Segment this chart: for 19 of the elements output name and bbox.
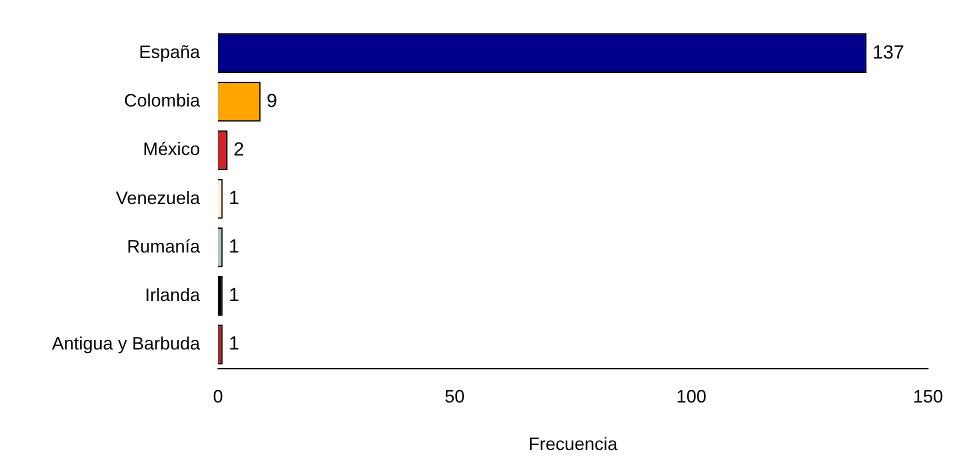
x-tick-label: 100 — [676, 386, 706, 407]
x-tick-label: 150 — [912, 386, 944, 407]
y-tick-label: Antigua y Barbuda — [52, 333, 201, 354]
y-tick-label: Colombia — [124, 90, 201, 111]
data-label: 1 — [228, 236, 240, 258]
y-tick-label: Rumanía — [126, 236, 201, 256]
data-label: 1 — [228, 188, 240, 210]
y-tick-label: Irlanda — [144, 284, 201, 305]
data-label: 137 — [872, 42, 904, 64]
x-axis-title: Frecuencia — [528, 434, 618, 454]
y-tick-label: España — [138, 42, 201, 62]
y-tick-label: México — [142, 139, 200, 160]
data-label: 1 — [228, 285, 240, 306]
y-tick-label: Venezuela — [116, 188, 201, 208]
x-tick-label: 0 — [212, 386, 224, 407]
data-label: 9 — [266, 90, 278, 112]
data-label: 2 — [233, 139, 244, 160]
data-label: 1 — [228, 334, 240, 355]
x-tick-label: 50 — [444, 386, 465, 407]
